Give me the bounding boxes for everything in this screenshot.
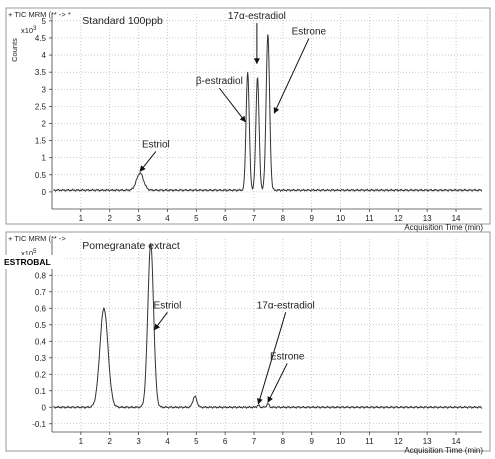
peak-arrow xyxy=(154,311,168,331)
y-axis-label: Counts xyxy=(10,38,19,62)
y-tick-label: 1.5 xyxy=(35,137,47,146)
y-tick-label: 0.5 xyxy=(35,171,47,180)
chromatogram-trace xyxy=(53,242,483,409)
exponent-label: x103 xyxy=(21,26,37,35)
header-label: + TIC MRM (** -> xyxy=(8,234,66,243)
x-tick-label: 7 xyxy=(252,214,257,223)
peak-label: Estriol xyxy=(154,300,182,311)
estrobal-label: ESTROBAL xyxy=(0,255,62,269)
peak-arrow xyxy=(267,363,288,403)
x-axis-label: Acquisition Time (min) xyxy=(404,446,483,455)
x-tick-label: 14 xyxy=(452,214,461,223)
y-tick-label: 2.5 xyxy=(35,102,47,111)
x-tick-label: 10 xyxy=(336,437,345,446)
y-tick-label: 5 xyxy=(42,17,47,26)
chromatogram-trace xyxy=(53,34,483,192)
y-tick-label: 0.1 xyxy=(35,387,47,396)
peak-label: Estriol xyxy=(142,139,170,150)
y-tick-label: 4.5 xyxy=(35,34,47,43)
peak-label: 17α-estradiol xyxy=(257,300,315,311)
x-tick-label: 8 xyxy=(281,214,286,223)
y-tick-label: -0.1 xyxy=(32,420,46,429)
y-tick-label: 0.6 xyxy=(35,304,47,313)
peak-label: Estrone xyxy=(292,27,327,38)
y-tick-label: 0.5 xyxy=(35,321,47,330)
peak-label: Estrone xyxy=(270,351,305,362)
y-tick-label: 0.8 xyxy=(35,271,47,280)
header-label: + TIC MRM (** -> * xyxy=(8,10,71,19)
y-tick-label: 1 xyxy=(42,154,47,163)
y-tick-label: 0.2 xyxy=(35,370,47,379)
chart-panel-1: 00.511.522.533.544.551 2 3 4 5 6 7 8 9 10 11 12 13 14… xyxy=(5,7,491,232)
chart-title: Pomegranate extract xyxy=(82,240,180,252)
peak-arrow xyxy=(273,38,310,114)
x-tick-label: 1 xyxy=(79,214,84,223)
y-tick-label: 0 xyxy=(42,403,47,412)
x-tick-label: 5 xyxy=(194,437,199,446)
chart-panel-2: -0.100.10.20.30.40.50.60.70.80.912345678… xyxy=(5,231,491,455)
panel-frame xyxy=(5,7,491,225)
peak-arrow xyxy=(139,151,157,172)
y-tick-label: 0 xyxy=(42,188,47,197)
chart-title: Standard 100ppb xyxy=(82,15,163,27)
exponent-power: 5 xyxy=(33,249,37,255)
y-tick-label: 3.5 xyxy=(35,68,47,77)
exponent-label: x105 xyxy=(21,249,37,258)
x-tick-label: 12 xyxy=(394,214,403,223)
x-tick-label: 7 xyxy=(252,437,257,446)
y-tick-label: 0.3 xyxy=(35,354,47,363)
x-tick-label: 6 xyxy=(223,214,228,223)
x-tick-label: 2 xyxy=(107,214,112,223)
x-tick-label: 6 xyxy=(223,437,228,446)
x-axis-label: Acquisition Time (min) xyxy=(404,223,483,232)
x-tick-label: 13 xyxy=(423,214,432,223)
x-tick-label: 2 xyxy=(107,437,112,446)
y-tick-label: 2 xyxy=(42,119,47,128)
x-tick-label: 4 xyxy=(165,214,170,223)
peak-arrow xyxy=(257,312,287,405)
x-tick-label: 8 xyxy=(281,437,286,446)
exponent-power: 3 xyxy=(33,26,37,32)
x-tick-label: 5 xyxy=(194,214,199,223)
y-tick-label: 0.7 xyxy=(35,288,47,297)
x-tick-label: 12 xyxy=(394,437,403,446)
x-tick-label: 11 xyxy=(365,437,374,446)
y-tick-label: 0.4 xyxy=(35,337,47,346)
x-tick-label: 10 xyxy=(336,214,345,223)
x-tick-label: 1 xyxy=(79,437,84,446)
peak-label: β-estradiol xyxy=(196,76,243,87)
y-tick-label: 4 xyxy=(42,51,47,60)
x-tick-label: 9 xyxy=(310,437,315,446)
peak-label: 17α-estradiol xyxy=(228,11,286,22)
x-tick-label: 14 xyxy=(452,437,461,446)
x-tick-label: 3 xyxy=(136,437,141,446)
x-tick-label: 9 xyxy=(310,214,315,223)
x-tick-label: 4 xyxy=(165,437,170,446)
x-tick-label: 11 xyxy=(365,214,374,223)
peak-arrow xyxy=(218,87,246,123)
x-tick-label: 13 xyxy=(423,437,432,446)
y-tick-label: 3 xyxy=(42,85,47,94)
x-tick-label: 3 xyxy=(136,214,141,223)
